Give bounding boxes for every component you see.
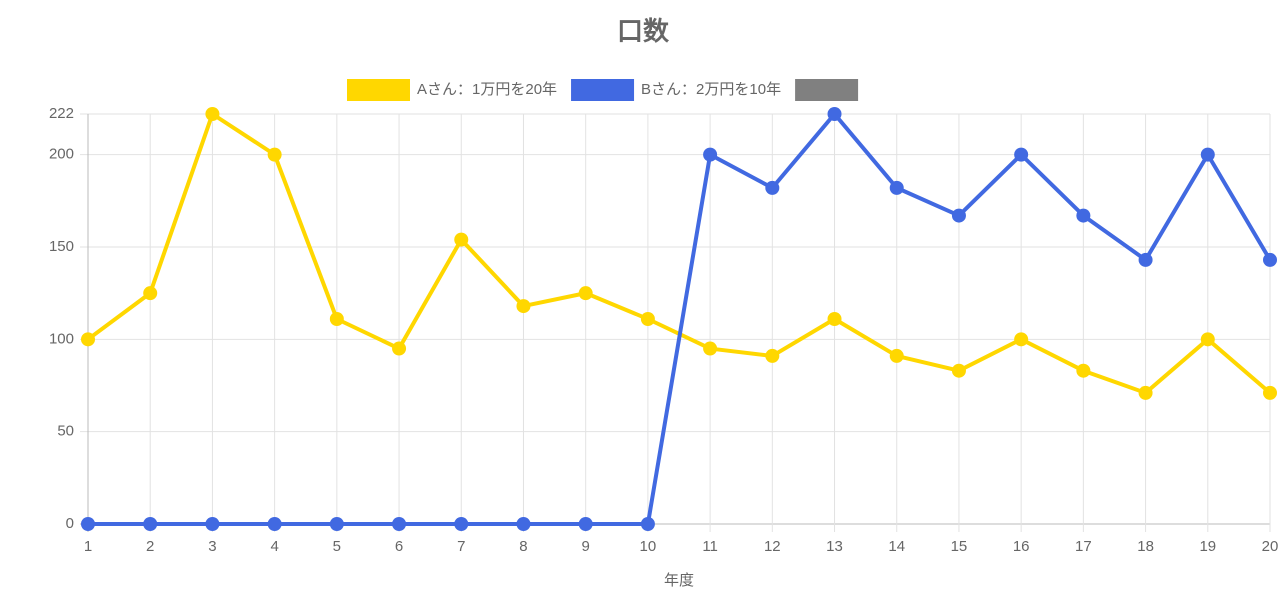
point [454, 232, 469, 247]
point [889, 180, 904, 195]
point [392, 341, 407, 356]
x-tick-label: 3 [208, 538, 216, 555]
x-tick-label: 4 [270, 538, 278, 555]
point [827, 312, 842, 326]
point [392, 517, 407, 531]
x-tick-label: 18 [1137, 538, 1154, 555]
x-axis-title: 年度 [664, 572, 694, 589]
chart-title: 口数 [617, 16, 670, 46]
point [889, 348, 904, 363]
point [765, 180, 780, 195]
point [640, 517, 655, 531]
legend-swatch [795, 79, 859, 101]
point [951, 363, 966, 378]
point [1200, 147, 1215, 162]
x-tick-label: 6 [395, 538, 403, 555]
x-tick-label: 1 [84, 538, 92, 555]
point [1014, 332, 1029, 347]
point [578, 517, 593, 531]
point [143, 286, 158, 301]
x-tick-label: 9 [582, 538, 590, 555]
point [205, 517, 220, 531]
x-tick-label: 8 [519, 538, 527, 555]
point [81, 517, 95, 531]
point [1014, 147, 1029, 162]
x-tick-label: 5 [333, 538, 341, 555]
x-tick-label: 14 [888, 538, 905, 555]
point [1138, 252, 1153, 267]
series-line [88, 112, 1272, 526]
point [1138, 385, 1153, 400]
point [1263, 252, 1277, 267]
point [578, 286, 593, 301]
point [329, 312, 344, 326]
point [267, 147, 282, 162]
x-tick-label: 7 [457, 538, 465, 555]
y-tick-label: 150 [49, 238, 74, 255]
x-tick-label: 15 [951, 538, 968, 555]
x-tick-label: 2 [146, 538, 154, 555]
point [951, 208, 966, 223]
point [1200, 332, 1215, 347]
point [516, 517, 531, 531]
legend-swatch [571, 79, 635, 101]
point [1263, 385, 1277, 400]
point [1076, 208, 1091, 223]
x-tick-label: 20 [1262, 538, 1279, 555]
point [454, 517, 469, 531]
point [827, 107, 842, 121]
point [765, 348, 780, 363]
point [516, 299, 531, 314]
point [329, 517, 344, 531]
x-tick-label: 16 [1013, 538, 1030, 555]
y-tick-label: 50 [57, 423, 74, 440]
point [703, 147, 718, 162]
point [143, 517, 158, 531]
point [205, 107, 220, 121]
y-tick-label: 222 [49, 105, 74, 122]
point [1076, 363, 1091, 378]
x-tick-label: 12 [764, 538, 781, 555]
y-tick-label: 200 [49, 146, 74, 163]
x-tick-label: 19 [1199, 538, 1216, 555]
x-tick-label: 10 [640, 538, 657, 555]
x-tick-label: 13 [826, 538, 843, 555]
point [640, 312, 655, 326]
x-tick-label: 17 [1075, 538, 1092, 555]
point [703, 341, 718, 356]
x-tick-label: 11 [702, 538, 718, 555]
legend-label: Aさん：1万円を20年 [417, 81, 557, 98]
point [81, 332, 95, 347]
point [267, 517, 282, 531]
y-tick-label: 0 [66, 515, 74, 532]
y-tick-label: 100 [49, 330, 74, 347]
legend-label: Bさん：2万円を10年 [641, 81, 781, 98]
legend-swatch [347, 79, 410, 101]
